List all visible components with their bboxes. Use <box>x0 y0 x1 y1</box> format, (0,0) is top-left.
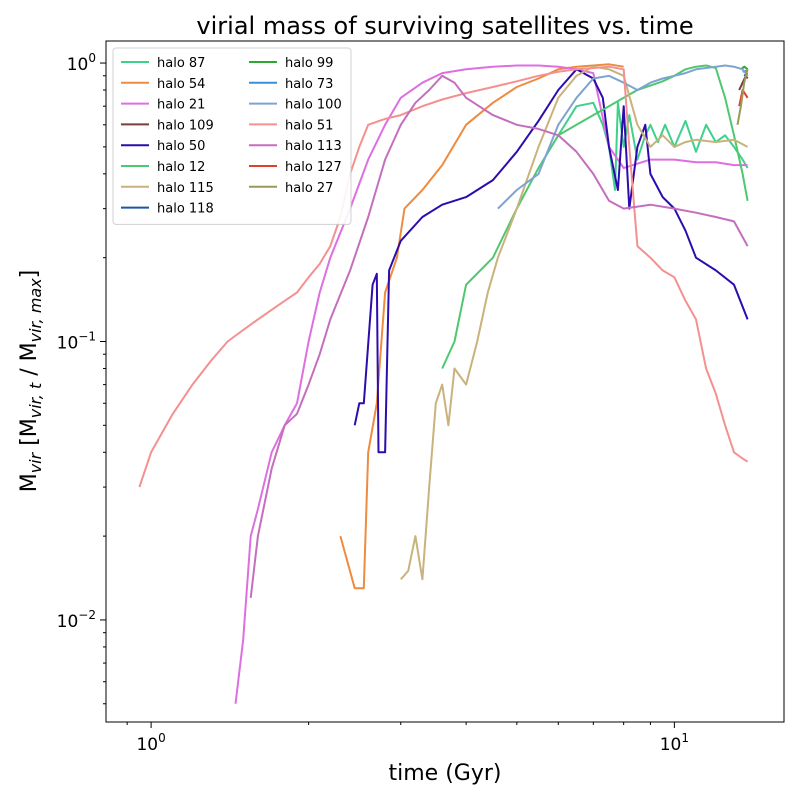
legend-entry-halo-12: halo 12 <box>157 160 205 175</box>
legend-entry-halo-99: halo 99 <box>285 56 333 71</box>
chart-title: virial mass of surviving satellites vs. … <box>196 12 693 40</box>
legend-entry-halo-127: halo 127 <box>285 160 342 175</box>
y-label-close: ] <box>17 270 42 279</box>
series-line-halo-51 <box>138 65 749 488</box>
y-tick-label: 10−1 <box>57 329 96 353</box>
y-axis-label: Mvir [Mvir, t / Mvir, max] <box>17 270 45 493</box>
y-label-bracket: [M <box>17 418 42 453</box>
legend-entry-halo-21: halo 21 <box>157 98 205 113</box>
plot-frame <box>105 40 785 723</box>
series-line-halo-115 <box>400 65 749 581</box>
legend-frame <box>112 47 352 225</box>
legend-entry-halo-54: halo 54 <box>157 77 205 92</box>
series-line-halo-113 <box>249 74 749 599</box>
y-label-main: M <box>17 473 42 492</box>
y-tick-label: 100 <box>67 51 96 75</box>
y-label-sep: / M <box>17 342 42 382</box>
series-line-halo-100 <box>497 64 749 210</box>
legend-entry-halo-50: halo 50 <box>157 139 205 154</box>
legend-entry-halo-73: halo 73 <box>285 77 333 92</box>
legend-entry-halo-118: halo 118 <box>157 202 214 217</box>
axis-ticks: 100 101 10−2 10−1 100 <box>57 51 689 755</box>
y-tick-label: 10−2 <box>57 608 96 632</box>
y-label-num-sub: vir, t <box>26 382 45 418</box>
legend: halo 87 halo 54 halo 21 halo 109 halo 50 halo… <box>112 47 352 225</box>
plot-area <box>138 63 749 704</box>
x-tick-label: 101 <box>660 731 689 755</box>
legend-entry-halo-87: halo 87 <box>157 56 205 71</box>
legend-entry-halo-109: halo 109 <box>157 118 214 133</box>
legend-entry-halo-27: halo 27 <box>285 181 333 196</box>
x-tick-label: 100 <box>136 731 165 755</box>
legend-entry-halo-100: halo 100 <box>285 98 342 113</box>
legend-entry-halo-113: halo 113 <box>285 139 342 154</box>
x-axis-label: time (Gyr) <box>389 761 502 786</box>
legend-entry-halo-51: halo 51 <box>285 118 333 133</box>
y-label-den-sub: vir, max <box>26 278 45 343</box>
series-line-halo-54 <box>339 63 624 590</box>
series-line-halo-27 <box>736 69 749 125</box>
y-label-sub: vir <box>26 451 45 473</box>
legend-entry-halo-115: halo 115 <box>157 181 214 196</box>
